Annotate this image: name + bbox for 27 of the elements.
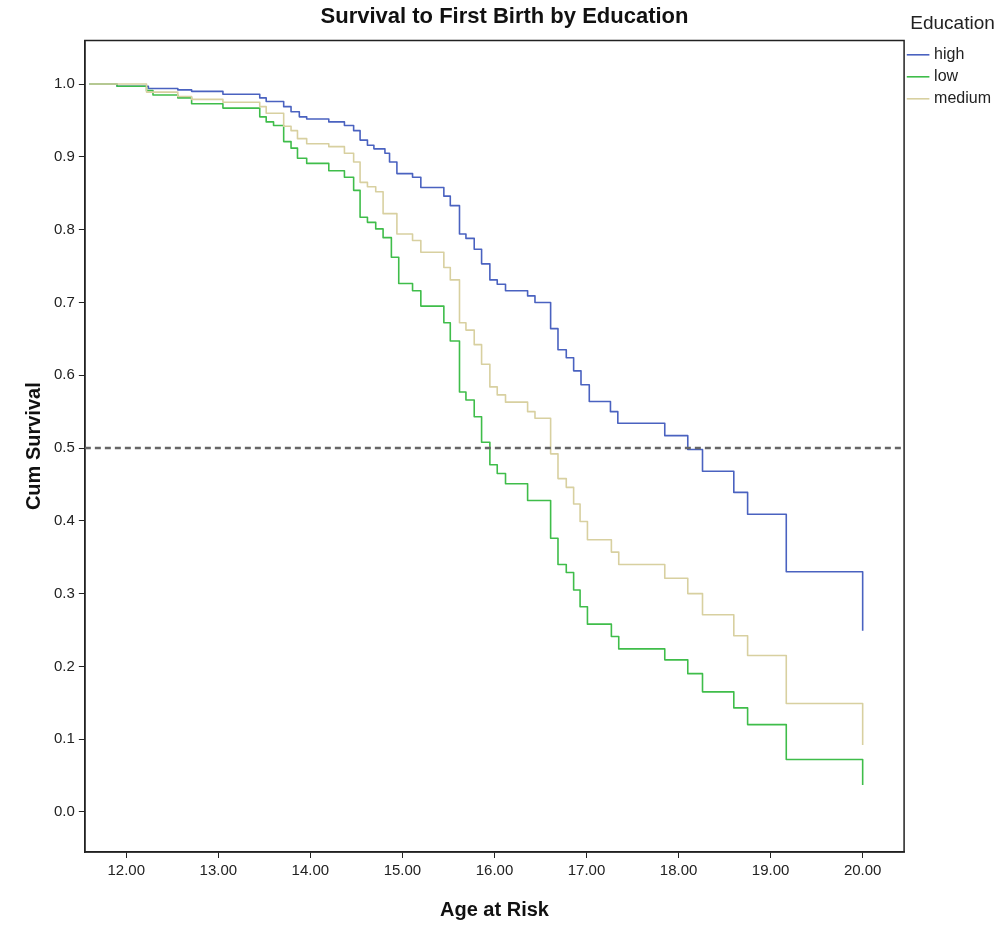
y-tick-label: 1.0 (53, 74, 75, 92)
x-tick-label: 19.00 (751, 861, 790, 879)
y-tick-label: 0.1 (53, 729, 75, 747)
x-tick-label: 18.00 (659, 861, 698, 879)
y-tick-label: 0.2 (53, 656, 75, 674)
y-tick-label: 0.6 (53, 365, 75, 383)
y-tick-label: 0.4 (53, 510, 75, 528)
y-tick-label: 0.7 (53, 292, 75, 310)
x-tick-label: 13.00 (199, 861, 238, 879)
legend-label: high (934, 45, 965, 63)
legend-title: Education (910, 11, 995, 33)
x-tick-label: 15.00 (383, 861, 422, 879)
x-tick-label: 12.00 (107, 861, 146, 879)
y-tick-label: 0.3 (53, 583, 75, 601)
y-tick-label: 0.9 (53, 147, 75, 164)
chart-title: Survival to First Birth by Education (320, 3, 689, 29)
y-axis-title: Cum Survival (21, 382, 44, 511)
x-tick-label: 17.00 (567, 861, 606, 879)
y-tick-label: 0.5 (53, 438, 75, 456)
y-tick-label: 0.8 (53, 219, 75, 237)
x-tick-label: 16.00 (475, 861, 514, 879)
legend-label: medium (934, 89, 991, 107)
x-tick-label: 14.00 (291, 861, 330, 879)
x-axis-title: Age at Risk (440, 897, 550, 920)
legend-label: low (934, 67, 959, 85)
y-tick-label: 0.0 (53, 802, 75, 820)
x-tick-label: 20.00 (843, 861, 882, 879)
